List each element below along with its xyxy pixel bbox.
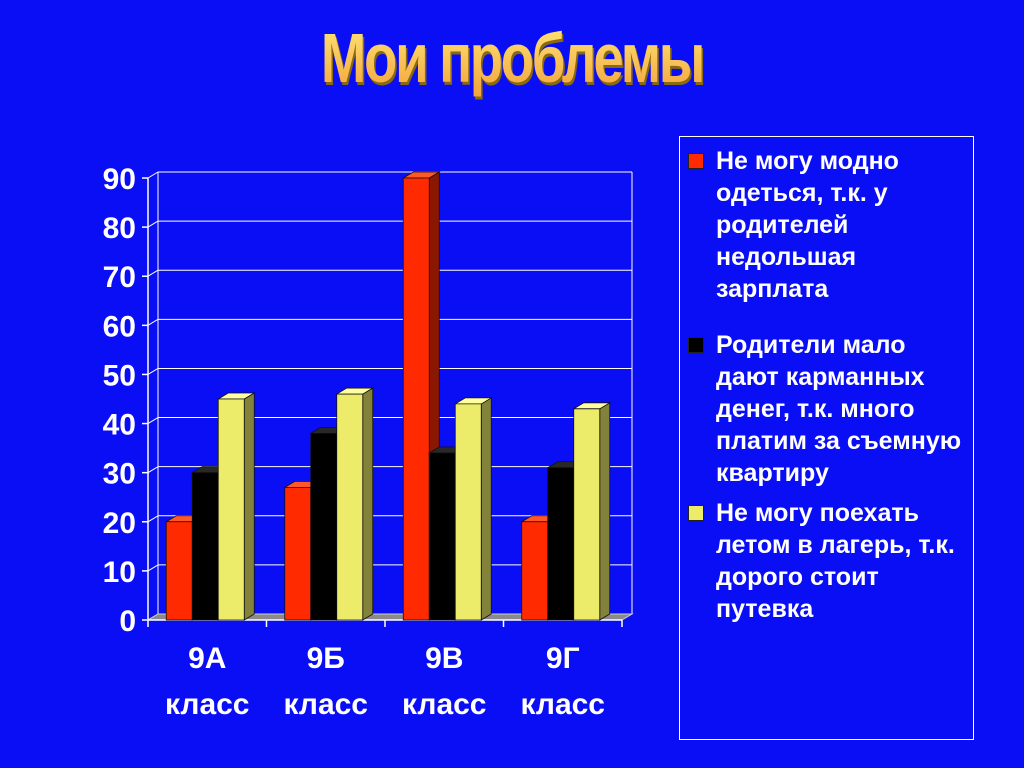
gridline-side [147, 515, 159, 523]
x-tick-label: 9А [188, 642, 226, 675]
legend: Не могу модно одеться, т.к. у родителей … [679, 136, 974, 740]
x-tick-label: класс [521, 688, 606, 721]
legend-swatch [688, 153, 704, 169]
gridline-side [147, 417, 159, 424]
y-tick-label: 30 [103, 458, 136, 491]
y-tick-label: 0 [119, 605, 136, 638]
legend-label: Не могу модно одеться, т.к. у родителей … [716, 147, 899, 303]
bar [335, 387, 375, 621]
x-tick-label: 9В [425, 642, 463, 675]
y-tick-label: 80 [103, 212, 136, 245]
bar [216, 392, 256, 621]
gridline-side [147, 171, 159, 179]
gridline-side [147, 318, 159, 326]
x-tick-label: класс [165, 688, 250, 721]
gridline-side [147, 269, 159, 277]
legend-item: Родители мало дают карманных денег, т.к.… [688, 329, 967, 489]
y-tick-label: 90 [103, 163, 136, 196]
legend-item: Не могу модно одеться, т.к. у родителей … [688, 145, 967, 305]
x-tick-label: 9Б [307, 642, 345, 675]
bar [453, 397, 493, 621]
gridline-side [147, 368, 159, 375]
y-tick-label: 40 [103, 409, 136, 442]
legend-label: Родители мало дают карманных денег, т.к.… [716, 331, 962, 487]
y-tick-label: 50 [103, 359, 136, 392]
gridline-side [147, 564, 159, 572]
legend-label: Не могу поехать летом в лагерь, т.к. дор… [716, 499, 955, 623]
x-tick-label: 9Г [546, 642, 580, 675]
y-tick-label: 60 [103, 310, 136, 343]
x-tick-label: класс [402, 688, 487, 721]
y-tick-label: 20 [103, 507, 136, 540]
bar [572, 402, 612, 621]
y-tick-label: 10 [103, 556, 136, 589]
gridline-side [147, 466, 159, 474]
chart-title: Мои проблемы [113, 18, 912, 98]
x-tick-label: класс [284, 688, 369, 721]
gridline-side [147, 220, 159, 228]
y-tick-label: 70 [103, 261, 136, 294]
legend-swatch [688, 337, 704, 353]
legend-item: Не могу поехать летом в лагерь, т.к. дор… [688, 497, 967, 625]
bar-chart: 0 10 20 30 40 50 60 70 80 90 9А класс 9Б класс 9В класс… [103, 163, 634, 721]
legend-swatch [688, 505, 704, 521]
